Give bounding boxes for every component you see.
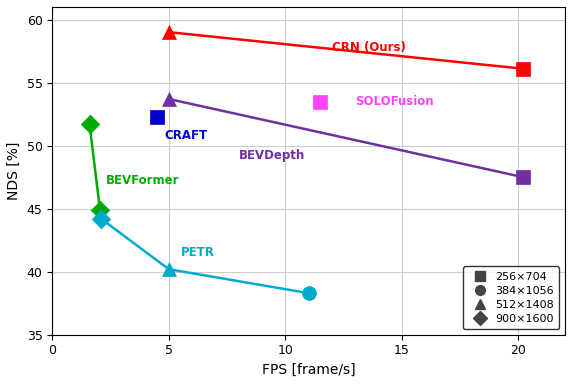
Point [164, 96, 173, 102]
Text: BEVFormer: BEVFormer [106, 174, 180, 187]
Point [304, 290, 313, 296]
Point [164, 266, 173, 272]
Point [97, 216, 106, 222]
Y-axis label: NDS [%]: NDS [%] [7, 142, 21, 200]
X-axis label: FPS [frame/s]: FPS [frame/s] [262, 363, 355, 377]
Text: PETR: PETR [180, 246, 214, 259]
Point [519, 174, 528, 180]
Point [164, 29, 173, 35]
Text: SOLOFusion: SOLOFusion [355, 95, 434, 108]
Text: CRN (Ours): CRN (Ours) [332, 41, 406, 54]
Point [519, 66, 528, 72]
Point [316, 98, 325, 104]
Text: CRAFT: CRAFT [164, 129, 207, 142]
Point [153, 114, 162, 120]
Point [85, 121, 94, 127]
Point [96, 207, 105, 213]
Legend: 256×704, 384×1056, 512×1408, 900×1600: 256×704, 384×1056, 512×1408, 900×1600 [463, 266, 559, 329]
Text: BEVDepth: BEVDepth [239, 149, 305, 162]
